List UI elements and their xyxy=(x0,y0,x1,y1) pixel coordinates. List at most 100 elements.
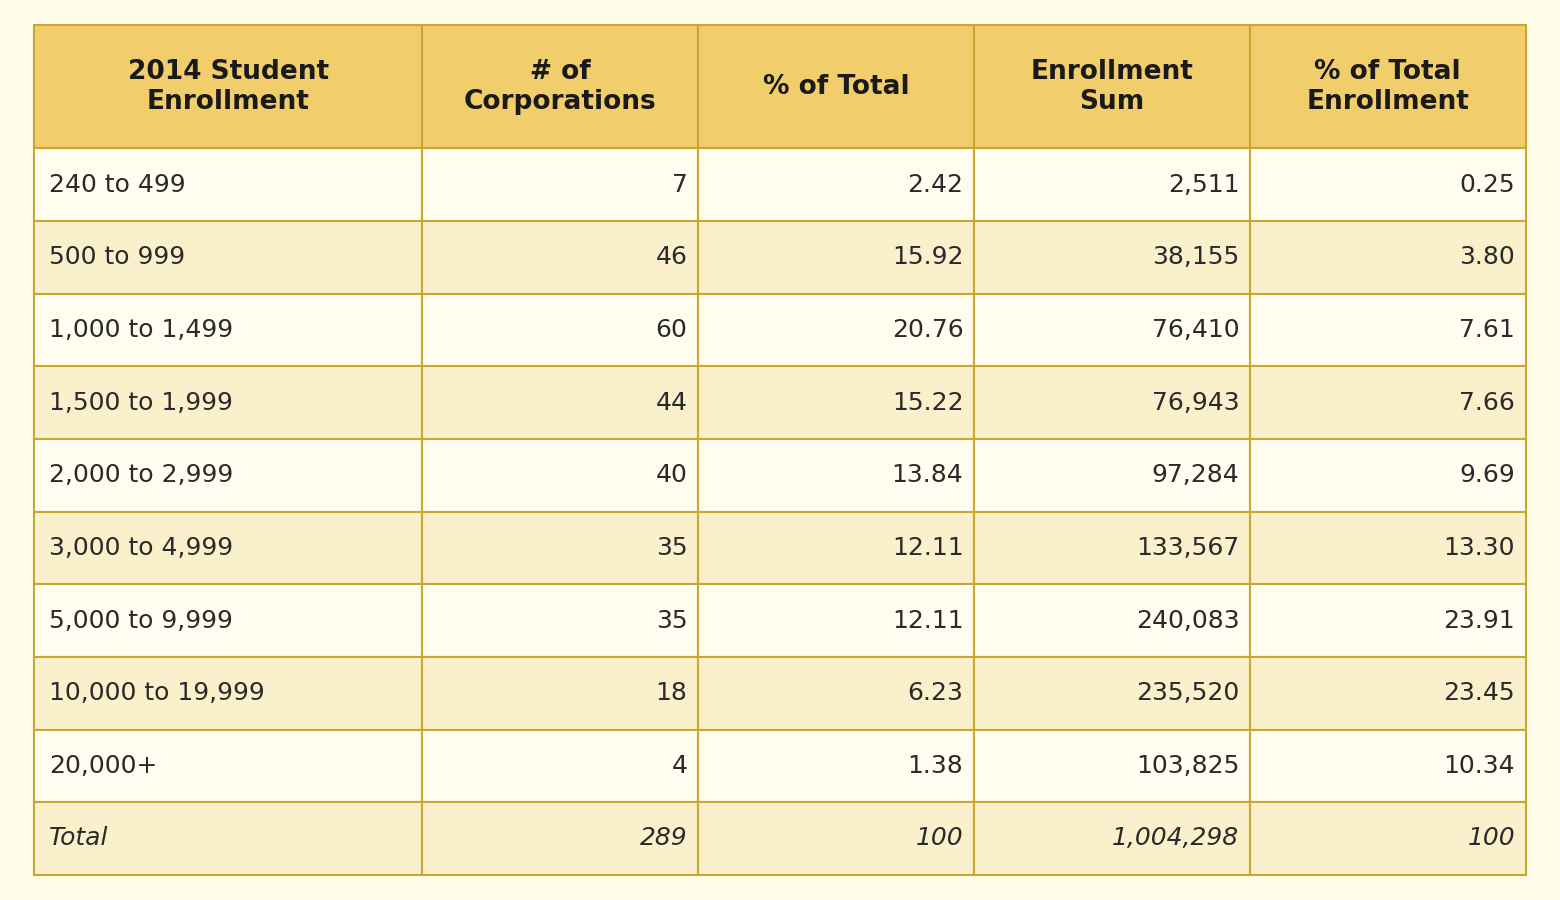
Bar xyxy=(1250,511,1526,584)
Bar xyxy=(697,584,973,657)
Text: 3.80: 3.80 xyxy=(1460,246,1515,269)
Bar xyxy=(1250,439,1526,511)
Bar xyxy=(697,511,973,584)
Bar xyxy=(423,25,697,148)
Bar xyxy=(973,366,1250,439)
Bar xyxy=(697,293,973,366)
Bar xyxy=(697,221,973,293)
Text: Total: Total xyxy=(48,826,109,850)
Bar xyxy=(34,511,423,584)
Bar xyxy=(973,25,1250,148)
Text: 18: 18 xyxy=(655,681,688,706)
Text: 3,000 to 4,999: 3,000 to 4,999 xyxy=(48,536,232,560)
Text: 1,004,298: 1,004,298 xyxy=(1112,826,1239,850)
Text: % of Total
Enrollment: % of Total Enrollment xyxy=(1306,58,1470,115)
Text: 23.91: 23.91 xyxy=(1443,608,1515,633)
Text: 9.69: 9.69 xyxy=(1460,464,1515,487)
Text: 2,000 to 2,999: 2,000 to 2,999 xyxy=(48,464,234,487)
Text: 13.84: 13.84 xyxy=(892,464,964,487)
Bar xyxy=(423,439,697,511)
Bar xyxy=(34,366,423,439)
Text: 76,943: 76,943 xyxy=(1151,391,1239,415)
Text: 100: 100 xyxy=(1468,826,1515,850)
Bar xyxy=(423,221,697,293)
Bar xyxy=(423,657,697,730)
Text: Enrollment
Sum: Enrollment Sum xyxy=(1031,58,1193,115)
Text: 6.23: 6.23 xyxy=(908,681,964,706)
Text: 38,155: 38,155 xyxy=(1151,246,1239,269)
Bar xyxy=(34,657,423,730)
Bar xyxy=(1250,584,1526,657)
Text: 20.76: 20.76 xyxy=(892,318,964,342)
Bar xyxy=(1250,221,1526,293)
Text: 97,284: 97,284 xyxy=(1151,464,1239,487)
Bar xyxy=(423,584,697,657)
Bar xyxy=(34,25,423,148)
Text: 12.11: 12.11 xyxy=(892,536,964,560)
Text: 2014 Student
Enrollment: 2014 Student Enrollment xyxy=(128,58,329,115)
Bar xyxy=(973,293,1250,366)
Bar xyxy=(973,657,1250,730)
Bar xyxy=(697,439,973,511)
Bar xyxy=(423,366,697,439)
Text: 44: 44 xyxy=(655,391,688,415)
Text: 240,083: 240,083 xyxy=(1136,608,1239,633)
Text: 100: 100 xyxy=(916,826,964,850)
Text: 23.45: 23.45 xyxy=(1443,681,1515,706)
Bar xyxy=(973,221,1250,293)
Bar xyxy=(1250,293,1526,366)
Text: 5,000 to 9,999: 5,000 to 9,999 xyxy=(48,608,232,633)
Text: 40: 40 xyxy=(655,464,688,487)
Text: 15.92: 15.92 xyxy=(892,246,964,269)
Text: 60: 60 xyxy=(655,318,688,342)
Bar xyxy=(697,366,973,439)
Text: 0.25: 0.25 xyxy=(1460,173,1515,197)
Bar xyxy=(973,511,1250,584)
Bar xyxy=(34,439,423,511)
Text: 289: 289 xyxy=(640,826,688,850)
Bar xyxy=(34,730,423,802)
Text: 103,825: 103,825 xyxy=(1136,754,1239,778)
Bar xyxy=(697,730,973,802)
Text: 7.61: 7.61 xyxy=(1460,318,1515,342)
Text: 35: 35 xyxy=(655,536,688,560)
Bar xyxy=(423,293,697,366)
Bar xyxy=(1250,657,1526,730)
Bar xyxy=(697,802,973,875)
Text: 46: 46 xyxy=(655,246,688,269)
Bar xyxy=(973,148,1250,221)
Bar xyxy=(697,148,973,221)
Text: 240 to 499: 240 to 499 xyxy=(48,173,186,197)
Text: 10,000 to 19,999: 10,000 to 19,999 xyxy=(48,681,265,706)
Text: 7: 7 xyxy=(672,173,688,197)
Text: 1,000 to 1,499: 1,000 to 1,499 xyxy=(48,318,232,342)
Bar xyxy=(1250,730,1526,802)
Text: 10.34: 10.34 xyxy=(1443,754,1515,778)
Bar xyxy=(1250,25,1526,148)
Text: 35: 35 xyxy=(655,608,688,633)
Text: 235,520: 235,520 xyxy=(1136,681,1239,706)
Text: 1,500 to 1,999: 1,500 to 1,999 xyxy=(48,391,232,415)
Text: % of Total: % of Total xyxy=(763,74,909,100)
Text: 1.38: 1.38 xyxy=(908,754,964,778)
Text: 7.66: 7.66 xyxy=(1459,391,1515,415)
Bar xyxy=(973,584,1250,657)
Text: 500 to 999: 500 to 999 xyxy=(48,246,186,269)
Text: 2.42: 2.42 xyxy=(908,173,964,197)
Bar xyxy=(34,148,423,221)
Text: 15.22: 15.22 xyxy=(892,391,964,415)
Text: 12.11: 12.11 xyxy=(892,608,964,633)
Bar xyxy=(1250,148,1526,221)
Text: 76,410: 76,410 xyxy=(1151,318,1239,342)
Bar xyxy=(973,439,1250,511)
Text: 133,567: 133,567 xyxy=(1136,536,1239,560)
Bar xyxy=(34,584,423,657)
Bar xyxy=(34,802,423,875)
Bar xyxy=(697,657,973,730)
Bar xyxy=(423,511,697,584)
Bar xyxy=(34,221,423,293)
Bar xyxy=(423,148,697,221)
Text: 13.30: 13.30 xyxy=(1443,536,1515,560)
Text: 20,000+: 20,000+ xyxy=(48,754,158,778)
Bar xyxy=(34,293,423,366)
